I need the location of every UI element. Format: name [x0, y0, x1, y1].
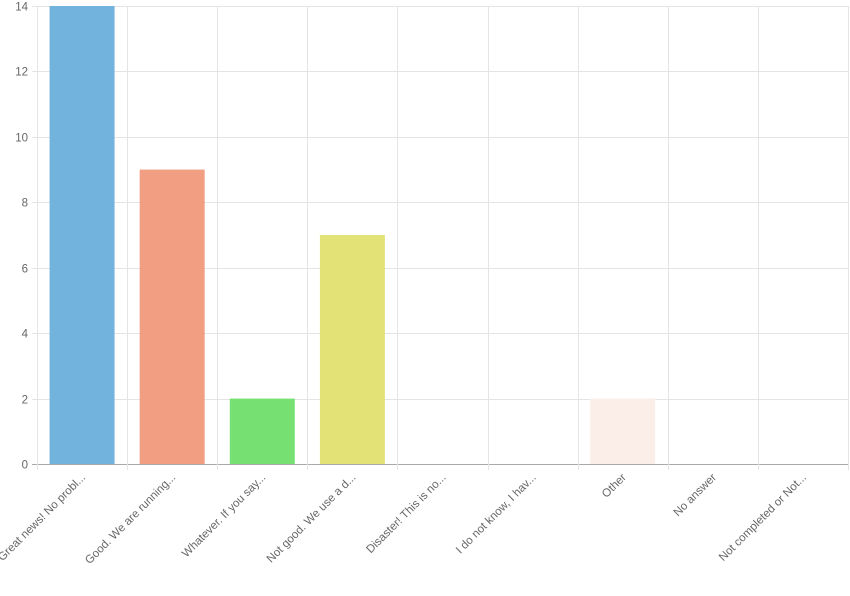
x-tick-label: I do not know, I hav... [454, 472, 539, 557]
x-tick-label: Not completed or Not... [717, 472, 809, 564]
x-tick-label: Not good. We use a d... [265, 472, 359, 566]
y-tick-label: 12 [15, 67, 28, 79]
bar [229, 398, 295, 464]
x-tick-label: Disaster! This is no... [364, 472, 448, 556]
x-tick-label: No answer [672, 472, 719, 519]
y-tick-label: 8 [22, 198, 28, 210]
y-tick-label: 0 [22, 460, 28, 472]
x-tick-label: Whatever. If you say... [180, 472, 268, 560]
x-tick-label: Great news! No probl... [0, 472, 88, 564]
y-tick-label: 4 [22, 329, 29, 341]
bar [139, 169, 205, 465]
y-tick-label: 6 [22, 264, 28, 276]
x-tick-label: Other [600, 472, 629, 501]
bar [590, 398, 656, 464]
y-tick-label: 14 [15, 2, 28, 14]
x-tick-label: Good. We are running... [83, 472, 178, 567]
bar [49, 6, 115, 464]
y-tick-label: 10 [15, 133, 28, 145]
bar [319, 235, 385, 464]
y-tick-label: 2 [22, 395, 28, 407]
